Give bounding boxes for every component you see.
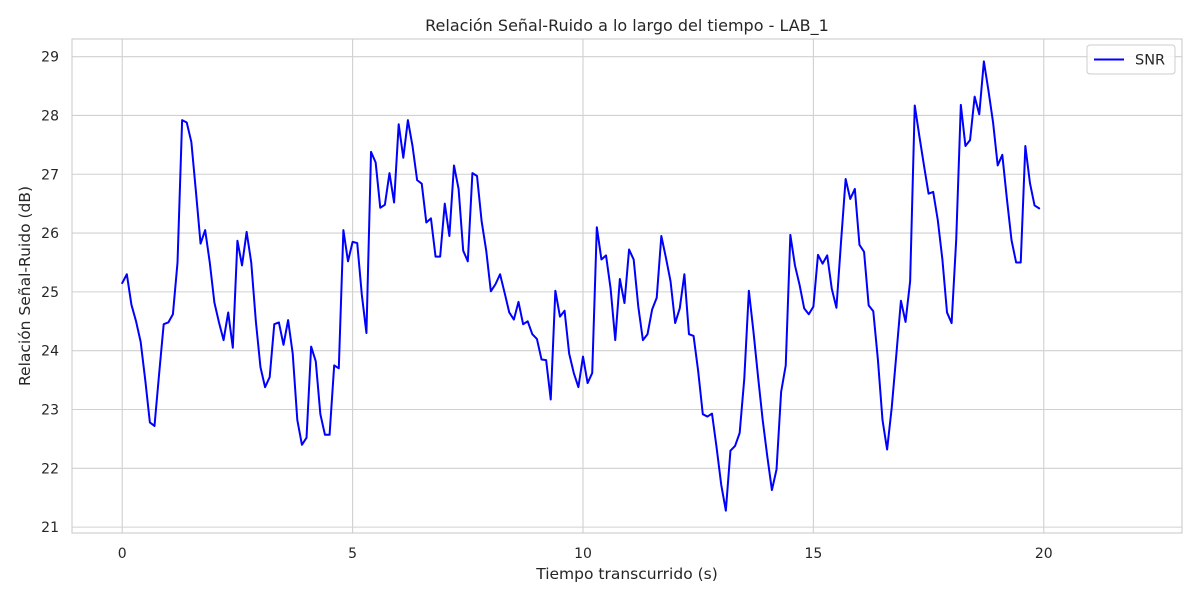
y-tick-label: 24 (41, 344, 59, 360)
y-tick-label: 28 (41, 108, 59, 124)
x-tick-label: 0 (118, 546, 127, 562)
series-layer (121, 60, 1041, 512)
x-tick-label: 20 (1035, 546, 1053, 562)
y-tick-label: 27 (41, 167, 59, 183)
x-axis-label: Tiempo transcurrido (s) (535, 565, 718, 583)
y-tick-label: 25 (41, 285, 59, 301)
y-tick-label: 21 (41, 520, 59, 536)
y-tick-label: 22 (41, 461, 59, 477)
y-tick-label: 26 (41, 226, 59, 242)
x-tick-label: 15 (804, 546, 822, 562)
legend: SNR (1086, 44, 1176, 75)
y-tick-label: 23 (41, 403, 59, 419)
grid-lines (72, 39, 1182, 533)
plot-area (72, 39, 1182, 533)
series-line-snr (121, 60, 1041, 512)
y-axis-label: Relación Señal-Ruido (dB) (16, 186, 34, 386)
plot-frame (71, 38, 1183, 534)
legend-label-snr: SNR (1135, 53, 1165, 69)
y-tick-label: 29 (41, 50, 59, 66)
x-tick-label: 10 (574, 546, 592, 562)
legend-box (1086, 44, 1176, 75)
x-tick-label: 5 (348, 546, 357, 562)
chart-title: Relación Señal-Ruido a lo largo del tiem… (425, 16, 829, 36)
axis-ticks: 0 5 10 15 20 21 22 23 24 25 26 27 28 29 (41, 50, 1053, 562)
